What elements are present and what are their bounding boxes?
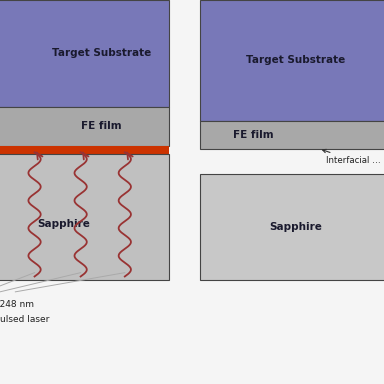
Bar: [0, 0, 169, 106]
Bar: [200, 0, 384, 121]
Text: ns pulsed laser: ns pulsed laser: [0, 315, 49, 324]
Bar: [0, 154, 169, 280]
Text: λ = 248 nm: λ = 248 nm: [0, 300, 34, 308]
Text: FE film: FE film: [81, 121, 122, 131]
Text: Target Substrate: Target Substrate: [52, 48, 151, 58]
Bar: [200, 121, 384, 149]
Text: Target Substrate: Target Substrate: [246, 55, 345, 65]
Text: Sapphire: Sapphire: [37, 218, 90, 228]
Bar: [0, 146, 169, 154]
Text: Sapphire: Sapphire: [269, 222, 322, 232]
Bar: [0, 106, 169, 146]
Text: FE film: FE film: [233, 129, 274, 139]
Bar: [200, 174, 384, 280]
Text: Interfacial …: Interfacial …: [323, 149, 381, 165]
